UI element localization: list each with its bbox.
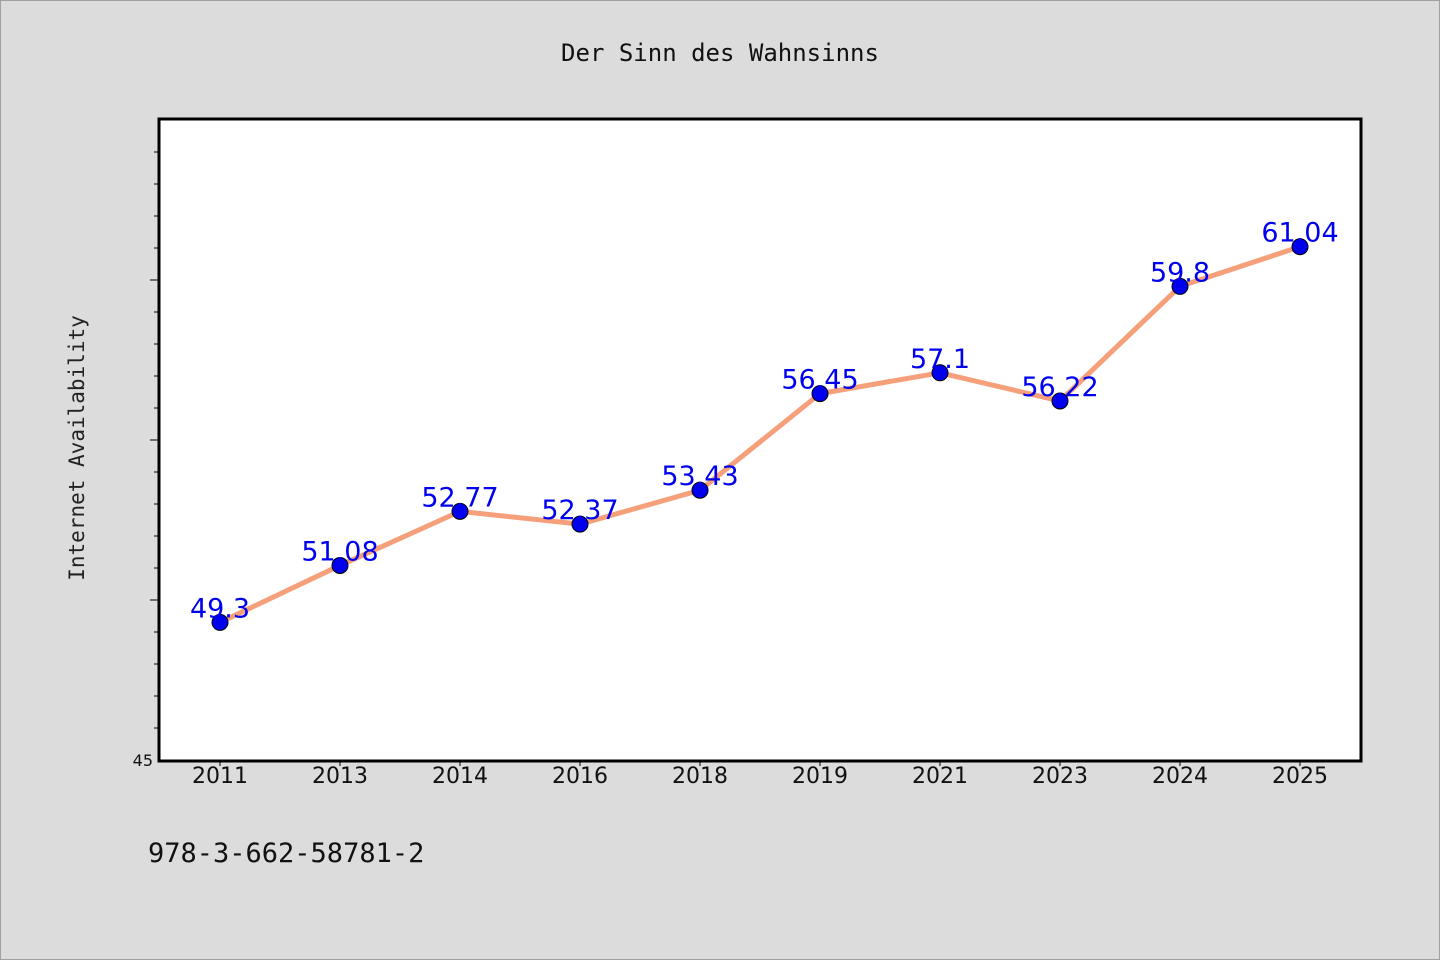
x-tick-label: 2016 [552, 764, 608, 789]
data-point-marker [1171, 277, 1189, 295]
x-tick-label: 2023 [1032, 764, 1088, 789]
data-label: 53.43 [661, 461, 738, 492]
x-tick-label: 2019 [792, 764, 848, 789]
footer-code: 978-3-662-58781-2 [148, 838, 424, 869]
x-tick-label: 2013 [312, 764, 368, 789]
y-axis-ticks: 45 [133, 151, 160, 770]
x-tick-label: 2025 [1272, 764, 1328, 789]
data-label: 56.45 [781, 365, 858, 396]
data-label: 49.3 [190, 593, 250, 624]
x-tick-label: 2021 [912, 764, 968, 789]
chart-title: Der Sinn des Wahnsinns [561, 39, 879, 67]
x-tick-label: 2018 [672, 764, 728, 789]
data-label: 61.04 [1261, 218, 1338, 249]
x-tick-label: 2011 [192, 764, 248, 789]
data-point-marker [331, 556, 349, 574]
data-label: 56.22 [1021, 372, 1098, 403]
data-point-marker [571, 515, 589, 533]
series-line [217, 244, 1303, 625]
y-tick-label: 45 [133, 751, 153, 770]
data-point-marker [931, 364, 949, 382]
series-layer: 49.3 51.08 52.77 52.37 53.43 56.45 57.1 56.22 59… [190, 218, 1339, 631]
data-point-marker [691, 481, 709, 499]
data-point-marker [811, 385, 829, 403]
data-label: 57.1 [910, 344, 970, 375]
x-tick-label: 2024 [1152, 764, 1208, 789]
data-label: 52.77 [421, 482, 498, 513]
data-label: 52.37 [541, 495, 618, 526]
data-point-marker [451, 502, 469, 520]
data-point-marker [1051, 392, 1069, 410]
data-point-marker [211, 613, 229, 631]
y-axis-label: Internet Availability [65, 315, 89, 581]
data-point-marker [1291, 238, 1309, 256]
data-label: 51.08 [301, 536, 378, 567]
data-label: 59.8 [1150, 257, 1210, 288]
x-axis: 2011 2013 2014 2016 2018 2019 2021 2023 2024 2025 [192, 760, 1328, 789]
x-tick-label: 2014 [432, 764, 488, 789]
